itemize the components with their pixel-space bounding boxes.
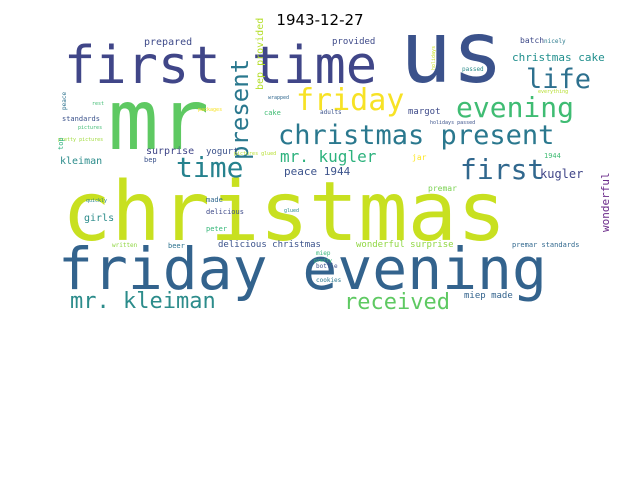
word-mr: mr	[108, 71, 210, 169]
word-christmas-cake: christmas cake	[512, 51, 605, 64]
word-pictures: pictures	[78, 125, 103, 131]
word-first: first	[460, 153, 545, 186]
word-us: us	[400, 3, 504, 103]
word-bep: bep	[144, 156, 157, 164]
word-jar: jar	[412, 153, 427, 162]
word-standards: standards	[62, 115, 100, 123]
word-delicious-christmas: delicious christmas	[218, 240, 321, 250]
word-wonderful: wonderful	[599, 172, 612, 232]
word-christmas: christmas	[62, 165, 507, 260]
word-1944: 1944	[544, 152, 561, 160]
word-miep: miep	[316, 250, 331, 257]
word-bep-provided: bep provided	[255, 17, 266, 90]
word-premar: premar	[428, 184, 457, 193]
word-rest: rest	[92, 101, 105, 107]
word-made: made	[206, 196, 223, 204]
word-cookies: cookies	[316, 277, 342, 284]
word-friday: friday	[296, 83, 405, 118]
word-top: top	[57, 137, 65, 150]
word-adults: adults	[320, 109, 342, 116]
word-packages: packages	[198, 107, 223, 113]
word-bottle: bottle	[316, 263, 338, 270]
word-glued: glued	[284, 208, 300, 214]
word-peter: peter	[206, 225, 228, 233]
word-everything: everything	[538, 89, 569, 95]
word-written: written	[112, 242, 138, 249]
word-pretty-pictures: pretty pictures	[58, 137, 104, 143]
word-miep-made: miep made	[464, 291, 513, 301]
word-wrapped: wrapped	[268, 95, 290, 101]
word-pretty: pretty	[314, 258, 333, 264]
word-premar-standards: premar standards	[512, 241, 580, 249]
word-girls: girls	[84, 213, 115, 224]
word-holidays: holidays	[431, 45, 437, 70]
word-delicious: delicious	[206, 208, 244, 216]
word-cloud: christmas friday evening mr us first tim…	[56, 10, 612, 320]
word-evening: evening	[456, 91, 575, 124]
word-christmas-present: christmas present	[278, 120, 555, 151]
word-provided: provided	[332, 37, 376, 47]
word-kleiman: kleiman	[60, 156, 103, 167]
word-first-time: first time	[64, 36, 378, 96]
word-yogurt: yogurt	[206, 147, 239, 157]
word-mr-kleiman: mr. kleiman	[70, 289, 216, 314]
word-kugler: kugler	[540, 167, 584, 181]
word-wonderful-surprise: wonderful surprise	[356, 240, 454, 250]
word-mr-kugler: mr. kugler	[280, 147, 377, 166]
word-passed: passed	[462, 66, 484, 73]
word-peace-1944: peace 1944	[284, 165, 351, 178]
word-present: present	[226, 58, 254, 160]
figure-title: 1943-12-27	[276, 11, 364, 29]
word-time: time	[176, 151, 244, 184]
word-surprise: surprise	[146, 146, 195, 157]
word-friday-evening: friday evening	[58, 235, 547, 303]
word-holidays-passed: holidays passed	[430, 120, 476, 126]
word-nicely: nicely	[544, 38, 566, 45]
word-life: life	[526, 64, 592, 95]
word-margot: margot	[408, 107, 441, 117]
word-pictures-glued: pictures glued	[234, 151, 277, 157]
word-quickly: quickly	[86, 198, 108, 204]
word-received: received	[344, 290, 450, 315]
word-prepared: prepared	[144, 37, 193, 48]
word-peace: peace	[61, 91, 68, 110]
word-beer: beer	[168, 242, 185, 250]
word-cake: cake	[264, 109, 281, 117]
word-batch: batch	[520, 36, 545, 45]
